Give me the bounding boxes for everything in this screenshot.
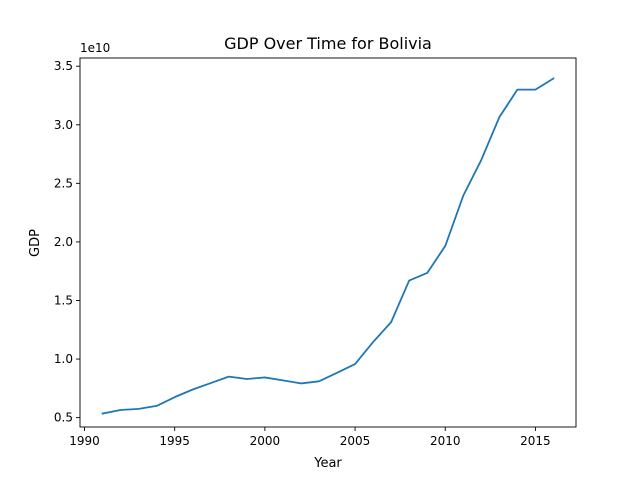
- x-tick-label-1990: 1990: [69, 434, 100, 448]
- chart-title: GDP Over Time for Bolivia: [224, 34, 432, 53]
- axes: 1990 1995 2000 2005 2010 2015 0.5 1.0 1.5 2.0 2.5 3…: [54, 57, 577, 448]
- y-axis-label: GDP: [28, 229, 43, 257]
- x-tick-label-2015: 2015: [520, 434, 551, 448]
- y-tick-label-0.5: 0.5: [54, 411, 73, 425]
- y-tick-label-3: 3.0: [54, 118, 73, 132]
- y-tick-label-1.5: 1.5: [54, 293, 73, 307]
- x-axis-label: Year: [313, 456, 342, 471]
- y-axis-offset-text: 1e10: [80, 41, 110, 55]
- x-tick-label-2010: 2010: [430, 434, 461, 448]
- x-tick-label-2005: 2005: [340, 434, 371, 448]
- x-tick-label-1995: 1995: [159, 434, 190, 448]
- axes-frame: [79, 57, 577, 428]
- y-tick-label-1: 1.0: [54, 352, 73, 366]
- y-tick-label-2.5: 2.5: [54, 176, 73, 190]
- series-line-0: [101, 77, 555, 415]
- y-tick-label-3.5: 3.5: [54, 59, 73, 73]
- y-tick-label-2: 2.0: [54, 235, 73, 249]
- x-tick-label-2000: 2000: [250, 434, 281, 448]
- plot-area: [101, 77, 555, 415]
